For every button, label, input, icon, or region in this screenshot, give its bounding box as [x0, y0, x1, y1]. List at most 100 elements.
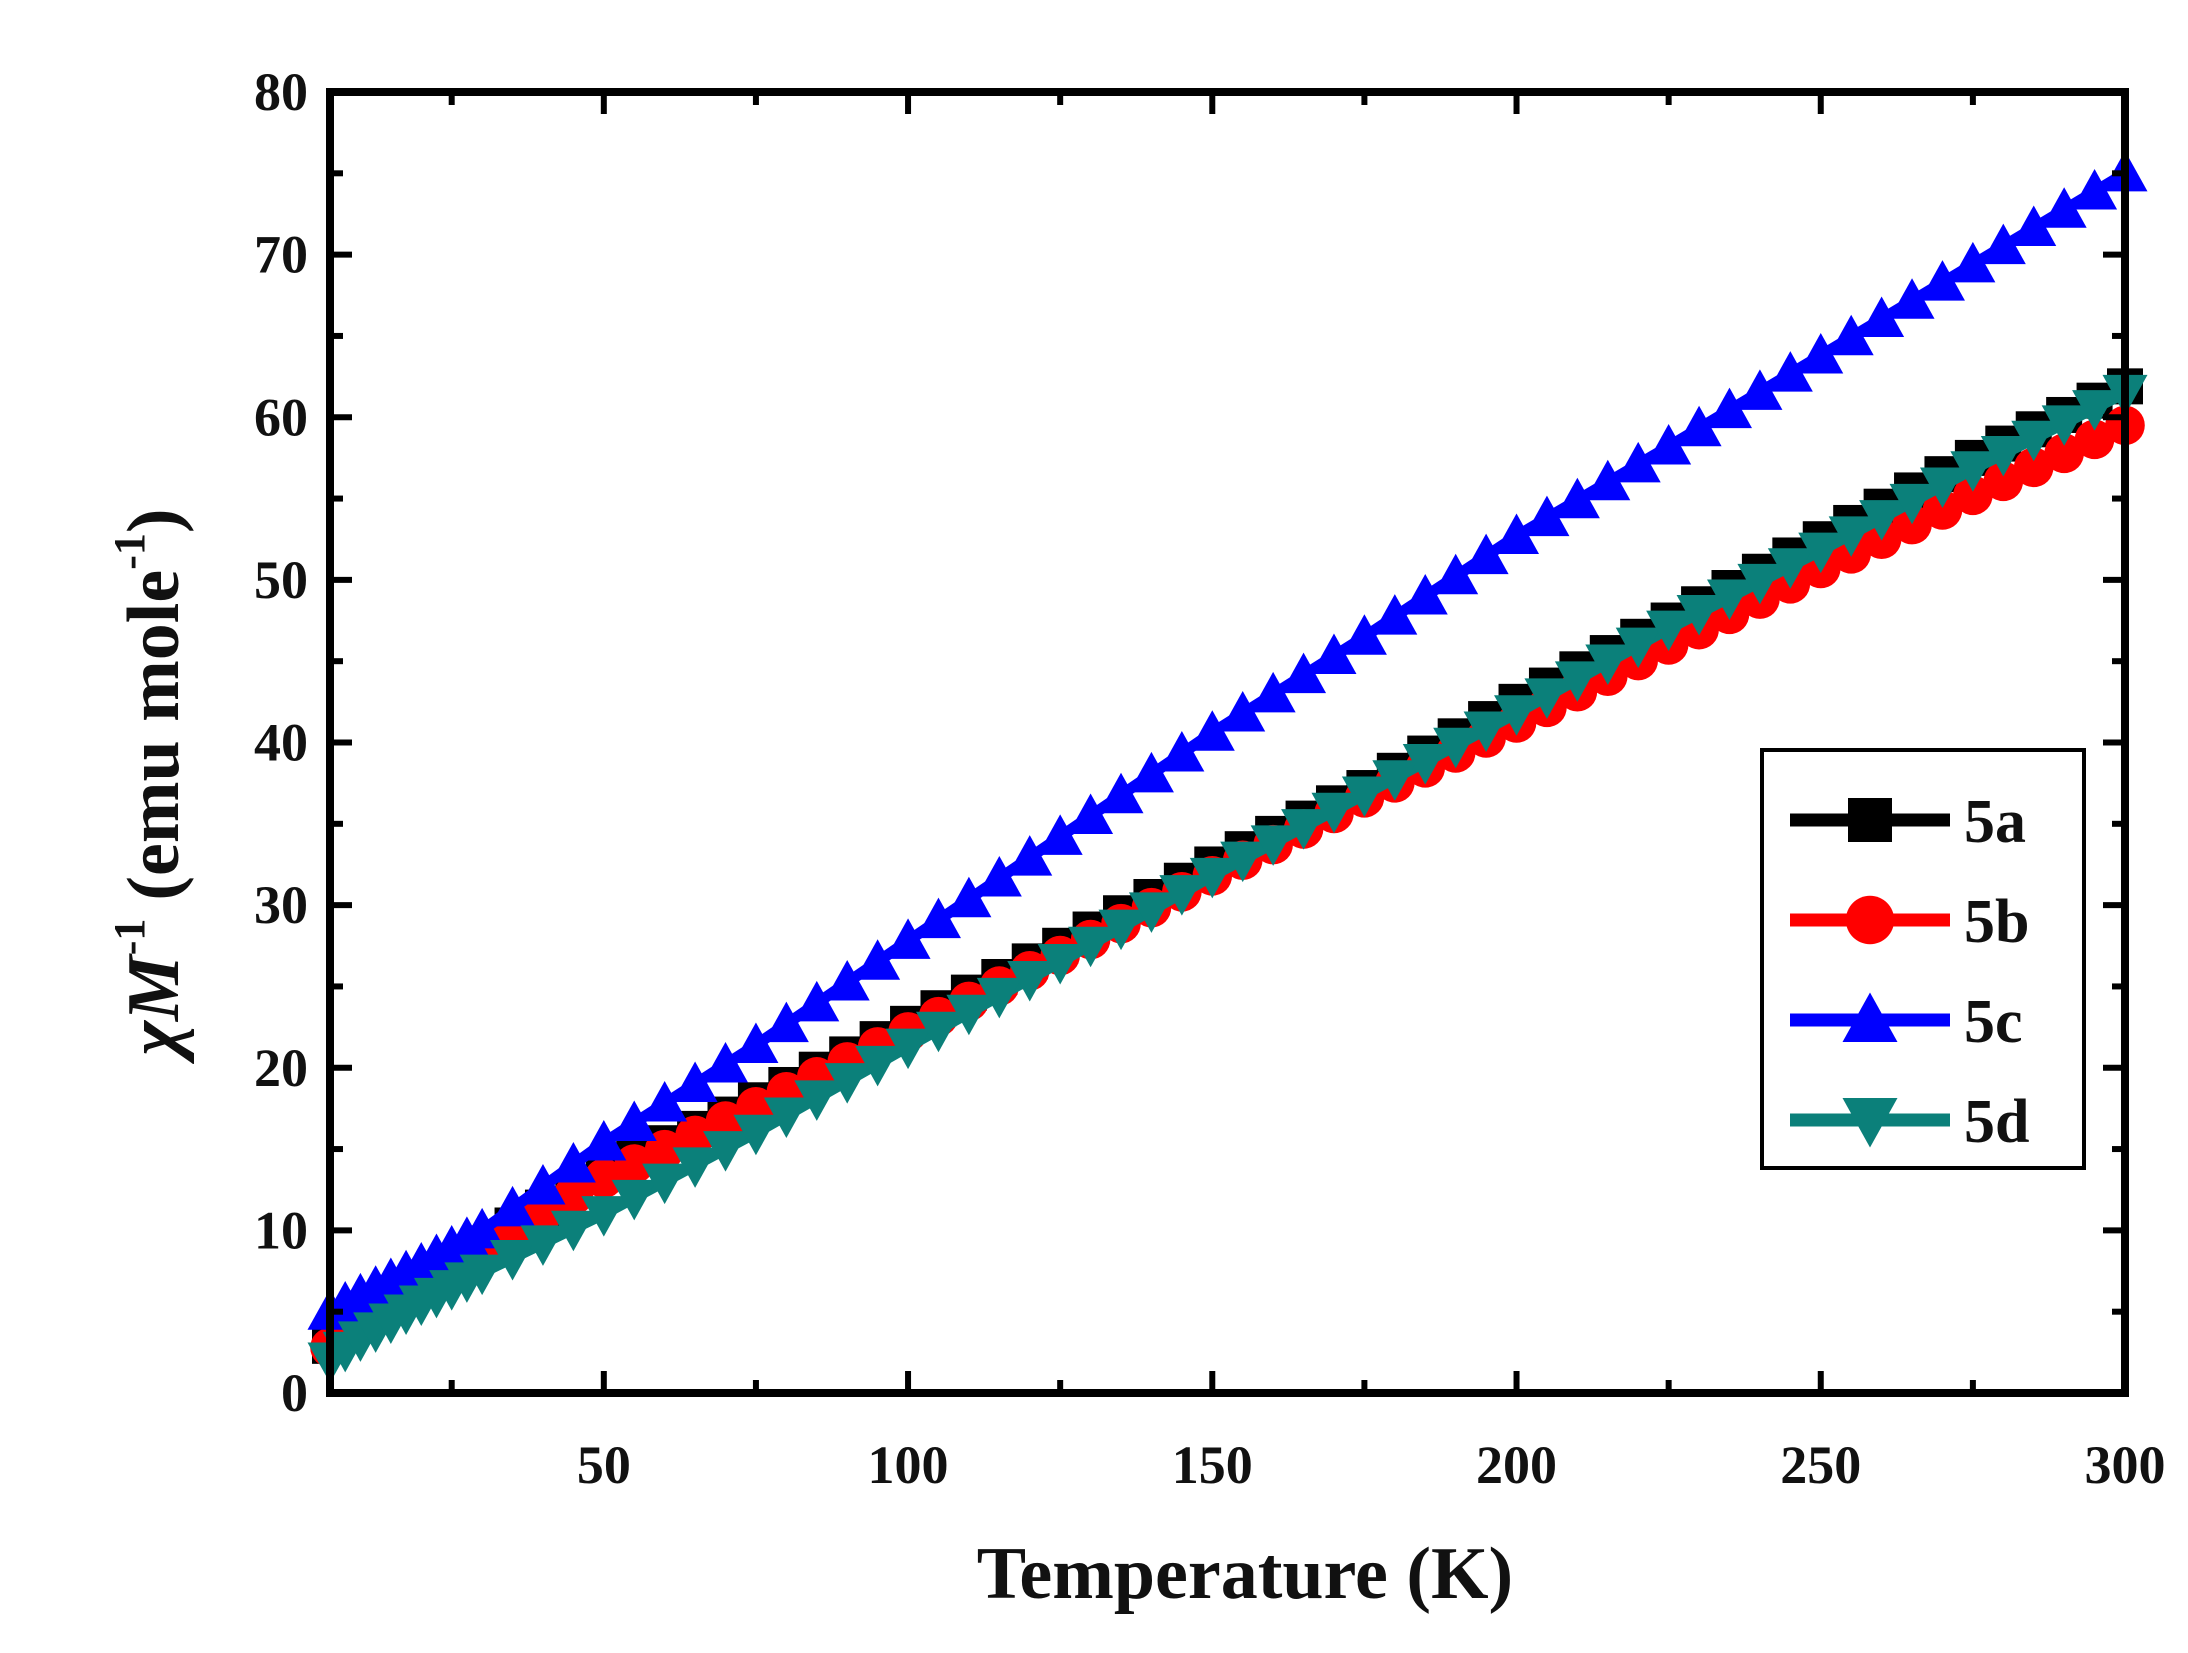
data-point — [1311, 633, 1357, 674]
plot-marks — [307, 150, 2148, 1383]
data-point — [915, 897, 961, 939]
legend-item-5c: 5c — [1790, 988, 2023, 1056]
x-tick-label: 200 — [1476, 1435, 1557, 1495]
data-point — [885, 918, 931, 959]
data-point — [1220, 841, 1266, 883]
y-tick-label: 20 — [254, 1038, 308, 1098]
data-point — [1098, 772, 1144, 814]
data-point — [1037, 814, 1083, 855]
data-point — [1767, 548, 1813, 589]
legend-item-5a: 5a — [1790, 788, 2026, 856]
data-point — [1463, 711, 1509, 752]
data-point — [1919, 467, 1965, 509]
legend: 5a 5b 5c 5d — [1760, 748, 2086, 1170]
data-point — [1889, 483, 1935, 525]
data-point — [915, 1011, 961, 1053]
y-title-subscript: M — [113, 953, 195, 1022]
data-point — [1585, 459, 1631, 501]
x-tick-label: 300 — [2085, 1435, 2166, 1495]
data-point — [459, 1254, 505, 1296]
data-point — [733, 1022, 779, 1063]
data-point — [1676, 595, 1722, 636]
legend-marker — [1848, 798, 1892, 842]
x-axis-title: Temperature (K) — [977, 1533, 1513, 1615]
data-point — [1189, 857, 1235, 899]
data-point — [550, 1142, 596, 1183]
data-point — [1953, 475, 1993, 516]
legend-label: 5a — [1964, 788, 2026, 856]
data-point — [855, 1045, 901, 1087]
data-point — [794, 1080, 840, 1121]
y-title-units-close: ) — [113, 508, 195, 533]
data-point — [1372, 760, 1418, 801]
y-title-units: (emu mole — [113, 570, 195, 901]
y-axis-title: χM-1(emu mole-1) — [105, 508, 195, 1064]
data-point — [855, 939, 901, 980]
data-point — [2041, 405, 2087, 446]
data-point — [1402, 744, 1448, 785]
series-5c — [307, 150, 2148, 1330]
data-point — [490, 1185, 536, 1227]
data-point — [1463, 533, 1509, 575]
data-point — [2013, 447, 2054, 488]
data-point — [1983, 461, 2024, 502]
data-point — [1950, 451, 1996, 492]
data-point — [1828, 516, 1874, 557]
data-point — [1646, 610, 1692, 652]
data-point — [2011, 420, 2057, 462]
data-point — [642, 1081, 688, 1122]
data-point — [2072, 169, 2118, 210]
data-point — [611, 1100, 657, 1142]
data-point — [1615, 627, 1661, 669]
data-point — [553, 1175, 594, 1216]
data-point — [1922, 490, 1963, 530]
data-point — [1859, 296, 1905, 338]
data-point — [1128, 892, 1174, 933]
data-point — [885, 1028, 931, 1070]
x-tick-label: 250 — [1780, 1435, 1861, 1495]
data-point — [584, 1158, 624, 1199]
data-point — [1068, 793, 1114, 835]
data-point — [1341, 614, 1387, 655]
data-point — [1950, 241, 1996, 283]
y-tick-label: 50 — [254, 550, 308, 610]
data-point — [581, 1120, 627, 1161]
data-point — [1494, 513, 1540, 554]
data-point — [1706, 579, 1752, 620]
legend-item-5d: 5d — [1790, 1088, 2029, 1156]
y-tick-label: 40 — [254, 713, 308, 773]
data-point — [1889, 278, 1935, 319]
data-point — [1189, 710, 1235, 751]
data-point — [1494, 695, 1540, 736]
data-point — [611, 1179, 657, 1221]
data-point — [1615, 441, 1661, 483]
data-point — [1250, 671, 1296, 713]
data-point — [2041, 187, 2087, 228]
data-point — [1676, 405, 1722, 447]
data-point — [520, 1225, 566, 1266]
data-point — [1737, 563, 1783, 605]
data-point — [581, 1196, 627, 1237]
legend-label: 5b — [1964, 888, 2029, 956]
series-markers — [307, 150, 2148, 1330]
data-point — [703, 1131, 749, 1172]
data-point — [520, 1163, 566, 1205]
data-point — [703, 1041, 749, 1083]
data-point — [1159, 731, 1205, 772]
y-title-units-superscript: -1 — [105, 533, 154, 570]
data-point — [1980, 436, 2026, 477]
data-point — [1220, 691, 1266, 732]
data-point — [946, 876, 992, 918]
data-point — [1798, 332, 1844, 374]
data-point — [794, 980, 840, 1022]
data-point — [1433, 727, 1479, 769]
data-point — [1341, 776, 1387, 818]
data-point — [2074, 419, 2115, 460]
data-point — [672, 1061, 718, 1103]
data-point — [976, 977, 1022, 1019]
legend-marker — [1845, 895, 1895, 945]
legend-label: 5c — [1964, 988, 2023, 1056]
data-point — [1281, 652, 1327, 694]
data-point — [1524, 495, 1570, 537]
